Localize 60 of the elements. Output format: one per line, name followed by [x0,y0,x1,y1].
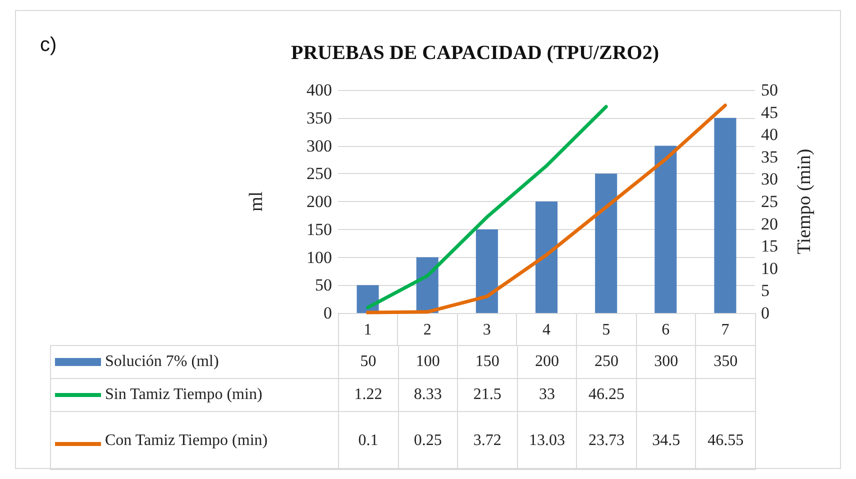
x-tick-label: 1 [364,322,372,338]
data-label: 46.55 [696,412,756,470]
y-tick-label: 250 [306,164,332,184]
bar [714,118,736,313]
y2-tick-label: 5 [761,281,770,300]
x-tick-label: 7 [721,322,730,338]
y2-tick-label: 50 [761,80,778,100]
y2-tick-label: 10 [761,258,778,278]
x-tick-label: 6 [662,322,670,338]
data-label: 8.33 [398,378,458,412]
data-label: 34.5 [636,412,696,470]
y2-tick-label: 35 [761,147,778,166]
data-label: 250 [576,346,636,378]
legend-label: Solución 7% (ml) [105,353,219,371]
y2-tick-label: 25 [761,192,778,211]
data-label: 0.1 [338,412,398,470]
y-tick-label: 200 [306,192,332,211]
x-tick-label: 2 [423,322,432,338]
line-series [366,104,608,310]
data-label: 1.22 [338,378,398,412]
y-axis-title: ml [246,191,267,212]
y2-tick-label: 15 [761,236,778,256]
y-tick-label: 400 [306,80,332,100]
x-tick-label: 3 [482,322,491,338]
data-label: 21.5 [458,378,518,412]
data-label: 33 [517,378,577,412]
y-tick-label: 50 [315,276,332,295]
data-label: 300 [636,346,696,378]
y-tick-label: 0 [324,304,332,322]
y2-tick-label: 0 [761,304,770,322]
bar [535,202,558,313]
y2-tick-label: 45 [761,102,778,122]
bar [595,174,618,313]
y2-axis-title: Tiempo (min) [794,148,815,254]
data-label: 13.03 [517,412,577,470]
data-label: 200 [517,346,577,378]
y2-tick-label: 30 [761,170,778,189]
data-label: 100 [398,346,458,378]
y-tick-label: 350 [306,108,332,128]
y-tick-label: 150 [306,220,332,239]
x-tick-label: 5 [602,322,610,338]
data-label: 3.72 [458,412,518,470]
legend-label: Con Tamiz Tiempo (min) [105,432,268,450]
y2-tick-label: 20 [761,214,778,234]
y-tick-label: 100 [306,248,332,267]
data-label: 46.25 [576,378,636,412]
y-tick-label: 300 [306,136,332,156]
y2-tick-label: 40 [761,125,778,144]
text: c) [40,34,57,57]
data-label: 150 [458,346,518,378]
bar [654,146,677,313]
x-tick-label: 4 [542,322,550,338]
chart-title: PRUEBAS DE CAPACIDAD (TPU/ZRO2) [291,42,659,64]
data-label: 350 [696,346,756,378]
data-label: 23.73 [576,412,636,470]
line-series [366,104,727,314]
data-label: 0.25 [398,412,458,470]
data-label: 50 [338,346,398,378]
bar [476,229,498,313]
legend-label: Sin Tamiz Tiempo (min) [105,386,262,404]
